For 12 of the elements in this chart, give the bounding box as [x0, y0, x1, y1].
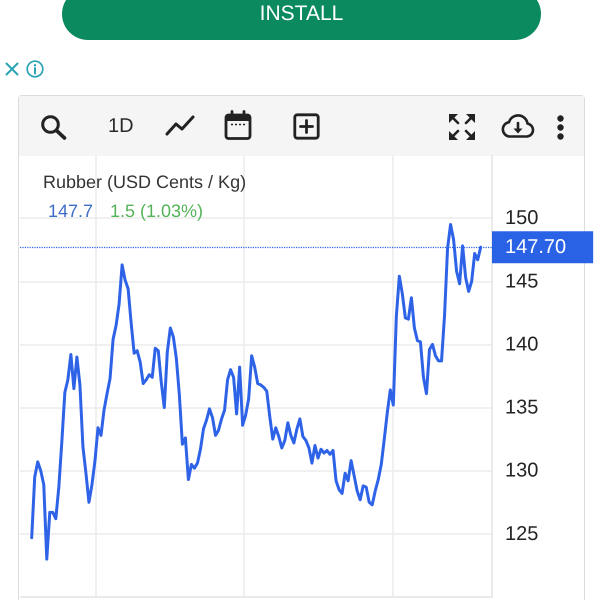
- y-tick-label: 130: [505, 460, 538, 482]
- text: Rubber (USD Cents / Kg): [43, 172, 246, 193]
- y-tick-label: 150: [505, 207, 538, 230]
- y-tick-label: 135: [505, 396, 538, 419]
- ref-line-label: 147.70: [505, 236, 566, 258]
- y-tick-label: 140: [505, 333, 538, 356]
- y-tick-label: 145: [505, 270, 538, 292]
- install-button: INSTALL: [62, 0, 541, 40]
- text: 1D: [108, 115, 134, 138]
- annotation: 147.7: [48, 201, 94, 222]
- annotation: 1.5 (1.03%): [110, 201, 204, 222]
- y-tick-label: 125: [505, 522, 538, 545]
